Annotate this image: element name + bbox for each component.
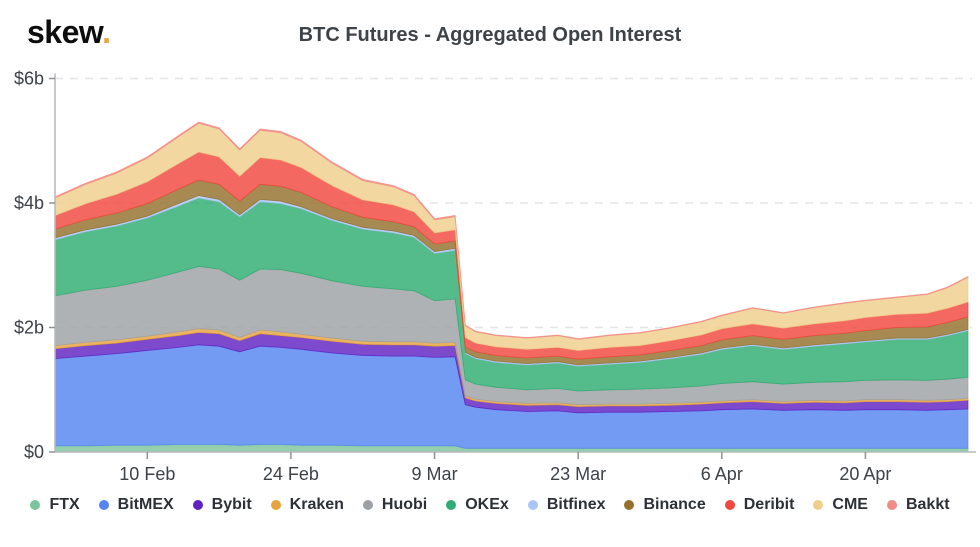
legend-label: Bybit — [211, 496, 252, 513]
chart-title: BTC Futures - Aggregated Open Interest — [298, 24, 682, 46]
y-axis-label: $4b — [14, 193, 44, 213]
x-axis-label: 9 Mar — [412, 464, 458, 484]
legend: FTX BitMEX Bybit Kraken Huobi OKEx Bitfinex Bin… — [0, 496, 980, 514]
bybit-legend-dot-icon — [192, 500, 203, 510]
header: skew. BTC Futures - Aggregated Open Inte… — [0, 0, 980, 58]
legend-item-bakkt[interactable]: Bakkt — [886, 496, 950, 514]
area-bakkt — [54, 121, 969, 340]
legend-item-ftx[interactable]: FTX — [30, 496, 80, 514]
logo-dot: . — [102, 14, 111, 50]
legend-item-binance[interactable]: Binance — [624, 496, 706, 514]
legend-label: Bitfinex — [546, 496, 606, 513]
y-axis-label: $2b — [14, 318, 44, 338]
x-axis-label: 24 Feb — [263, 464, 319, 484]
legend-item-bybit[interactable]: Bybit — [192, 496, 252, 514]
axis-labels: 10 Feb 24 Feb 9 Mar 23 Mar 6 Apr 20 Apr $0 $2b $… — [14, 69, 891, 485]
legend-item-deribit[interactable]: Deribit — [724, 496, 795, 514]
legend-item-kraken[interactable]: Kraken — [270, 496, 344, 514]
huobi-legend-dot-icon — [362, 500, 373, 510]
legend-label: Bakkt — [905, 496, 950, 513]
legend-label: FTX — [49, 496, 80, 513]
bitmex-legend-dot-icon — [98, 500, 109, 510]
legend-label: Deribit — [743, 496, 795, 513]
axes — [49, 73, 976, 459]
bakkt-legend-dot-icon — [886, 500, 897, 510]
legend-label: Kraken — [289, 496, 344, 513]
y-axis-label: $6b — [14, 69, 44, 89]
legend-item-okex[interactable]: OKEx — [446, 496, 509, 514]
bitfinex-legend-dot-icon — [527, 500, 538, 510]
chart-areas — [54, 121, 969, 453]
legend-item-bitmex[interactable]: BitMEX — [98, 496, 174, 514]
legend-label: Binance — [643, 496, 706, 513]
x-axis-label: 6 Apr — [701, 464, 743, 484]
ftx-legend-dot-icon — [30, 500, 41, 510]
legend-item-bitfinex[interactable]: Bitfinex — [527, 496, 606, 514]
okex-legend-dot-icon — [446, 500, 457, 510]
x-axis-label: 20 Apr — [839, 464, 891, 484]
legend-item-cme[interactable]: CME — [813, 496, 868, 514]
y-axis-label: $0 — [24, 442, 44, 462]
cme-legend-dot-icon — [813, 500, 824, 510]
x-axis-label: 10 Feb — [119, 464, 175, 484]
deribit-legend-dot-icon — [724, 500, 735, 510]
legend-label: CME — [832, 496, 868, 513]
legend-item-huobi[interactable]: Huobi — [362, 496, 428, 514]
kraken-legend-dot-icon — [270, 500, 281, 510]
legend-label: OKEx — [465, 496, 509, 513]
x-axis-label: 23 Mar — [550, 464, 606, 484]
legend-label: Huobi — [381, 496, 428, 513]
logo-text: skew — [27, 14, 103, 50]
legend-label: BitMEX — [117, 496, 174, 513]
binance-legend-dot-icon — [624, 500, 635, 510]
skew-logo: skew. — [27, 14, 111, 51]
